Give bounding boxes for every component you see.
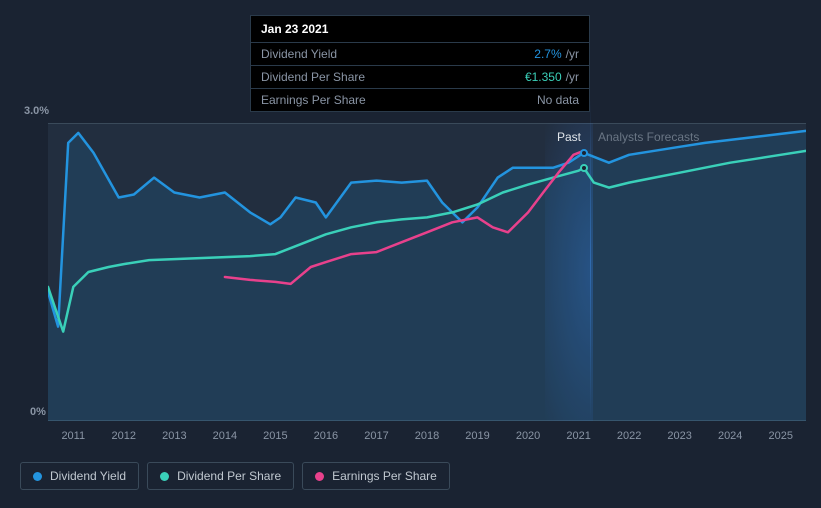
legend-dot-icon: [33, 472, 42, 481]
legend-dot-icon: [315, 472, 324, 481]
forecast-region-label: Analysts Forecasts: [598, 130, 699, 144]
tooltip-row-suffix: /yr: [566, 70, 579, 84]
past-region-label: Past: [557, 130, 581, 144]
x-axis-tick-label: 2024: [718, 430, 742, 442]
x-axis-tick-label: 2021: [566, 430, 590, 442]
legend-label: Earnings Per Share: [332, 469, 437, 483]
tooltip-row-value: 2.7%: [534, 47, 561, 61]
tooltip-row: Dividend Per Share €1.350/yr: [251, 66, 589, 89]
legend-dot-icon: [160, 472, 169, 481]
legend-item[interactable]: Dividend Per Share: [147, 462, 294, 490]
line-chart-svg: [48, 123, 806, 421]
x-axis-tick-label: 2017: [364, 430, 388, 442]
series-marker: [580, 149, 588, 157]
x-axis-tick-label: 2019: [465, 430, 489, 442]
x-axis-tick-label: 2020: [516, 430, 540, 442]
legend-label: Dividend Yield: [50, 469, 126, 483]
tooltip-row-value: €1.350: [525, 70, 562, 84]
x-axis-tick-label: 2013: [162, 430, 186, 442]
y-axis-max-label: 3.0%: [24, 105, 49, 117]
x-axis-tick-label: 2018: [415, 430, 439, 442]
tooltip-row-label: Dividend Per Share: [261, 70, 365, 84]
x-axis-tick-label: 2016: [314, 430, 338, 442]
hover-tooltip: Jan 23 2021 Dividend Yield2.7%/yrDividen…: [250, 15, 590, 112]
x-axis-tick-label: 2014: [213, 430, 237, 442]
tooltip-row-label: Earnings Per Share: [261, 93, 366, 107]
x-axis-tick-label: 2015: [263, 430, 287, 442]
series-fill: [48, 131, 806, 421]
tooltip-row-value: No data: [537, 93, 579, 107]
x-axis-tick-label: 2025: [768, 430, 792, 442]
x-axis-tick-label: 2023: [667, 430, 691, 442]
tooltip-row-suffix: /yr: [566, 47, 579, 61]
tooltip-row-label: Dividend Yield: [261, 47, 337, 61]
legend-item[interactable]: Dividend Yield: [20, 462, 139, 490]
tooltip-date: Jan 23 2021: [251, 16, 589, 43]
legend-item[interactable]: Earnings Per Share: [302, 462, 450, 490]
x-axis-tick-label: 2011: [61, 430, 85, 442]
tooltip-row: Earnings Per Share No data: [251, 89, 589, 111]
y-axis-min-label: 0%: [30, 406, 46, 418]
legend: Dividend Yield Dividend Per Share Earnings…: [20, 462, 450, 490]
x-axis-tick-label: 2012: [112, 430, 136, 442]
x-axis-tick-label: 2022: [617, 430, 641, 442]
tooltip-row: Dividend Yield 2.7% /yr: [251, 43, 589, 66]
series-marker: [580, 164, 588, 172]
legend-label: Dividend Per Share: [177, 469, 281, 483]
